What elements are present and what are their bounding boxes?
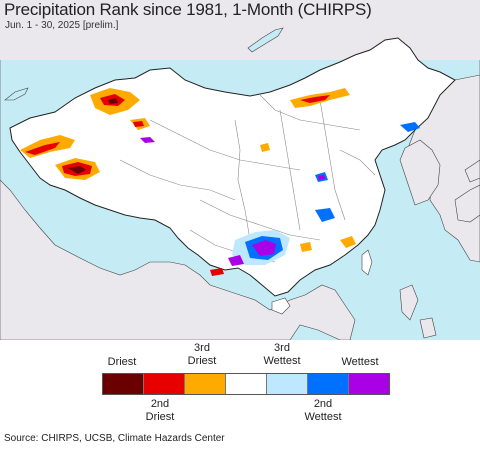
legend-label-wettest: Wettest [341,356,379,368]
legend-label-driest: Driest [107,356,137,368]
precipitation-map [0,0,480,340]
legend-3rd-driest-text: 3rd Driest [187,342,217,367]
legend-swatch-2nd-driest [143,374,184,394]
map-subtitle: Jun. 1 - 30, 2025 [prelim.] [5,20,119,31]
legend-label-3rd-wettest: 3rd Wettest [262,342,302,368]
legend-swatch-wettest [348,374,389,394]
hainan-island [271,297,291,315]
map-title: Precipitation Rank since 1981, 1-Month (… [4,0,372,19]
legend-label-3rd-driest: 3rd Driest [182,342,222,368]
legend-swatch-3rd-wettest [266,374,307,394]
legend-color-bar [102,373,390,395]
korea-peninsula [399,139,441,206]
precip-patches [20,88,420,276]
lake-baikal [247,27,284,53]
legend-swatch-2nd-wettest [307,374,348,394]
legend-label-2nd-driest: 2nd Driest [140,398,180,424]
legend-2nd-driest-text: 2nd Driest [145,398,175,423]
legend-swatch-driest [103,374,143,394]
lake-balkhash [4,87,29,101]
legend-swatch-normal [225,374,266,394]
legend-label-2nd-wettest: 2nd Wettest [298,398,348,424]
legend-3rd-wettest-text: 3rd Wettest [263,342,301,367]
source-credit: Source: CHIRPS, UCSB, Climate Hazards Ce… [4,433,225,444]
taiwan-island [361,249,373,276]
province-borders [119,94,376,263]
legend-2nd-wettest-text: 2nd Wettest [304,398,342,423]
legend-swatch-3rd-driest [184,374,225,394]
japan-islands [454,159,480,223]
philippines-islands [399,284,437,339]
